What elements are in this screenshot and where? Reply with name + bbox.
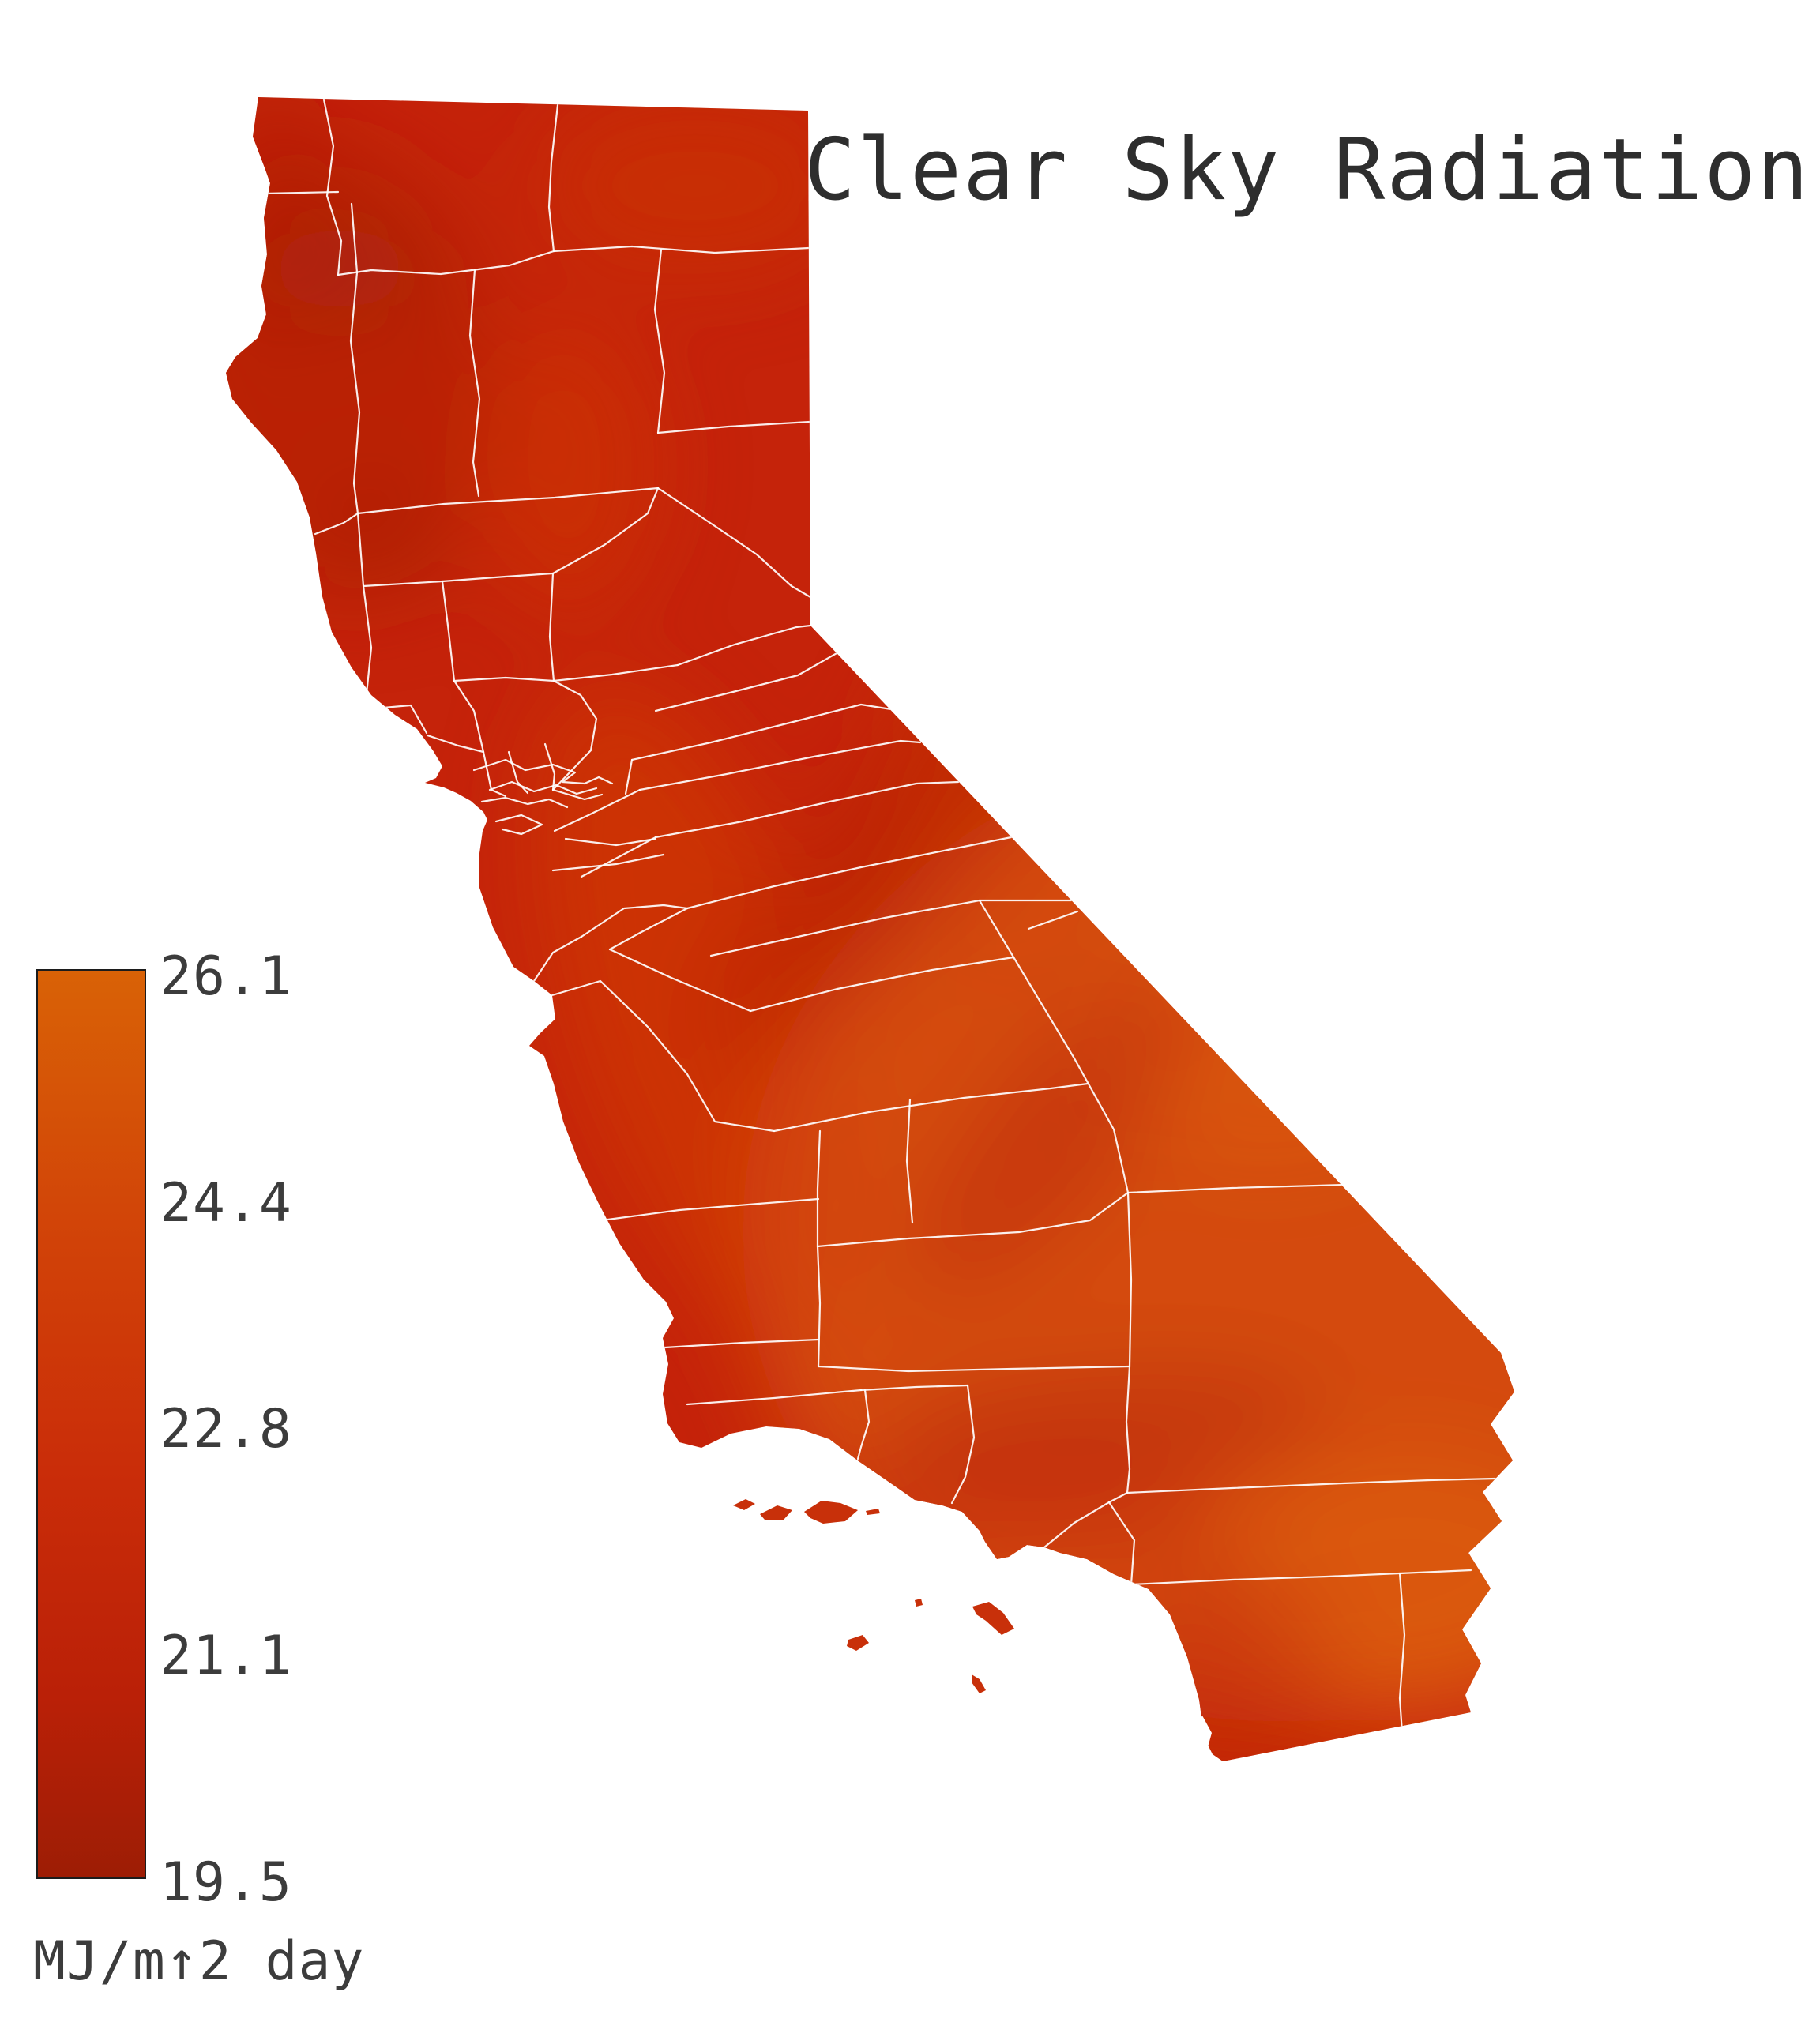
radiation-texture [226, 97, 1514, 1761]
plot-title: Clear Sky Radiation [804, 121, 1810, 220]
santa-rosa-island [760, 1505, 792, 1520]
humboldt-bay-notch [251, 294, 261, 318]
colorbar [36, 969, 146, 1879]
county-boundaries [264, 98, 1497, 1746]
san-clemente-island [972, 1674, 986, 1693]
anacapa-island [866, 1509, 880, 1515]
colorbar-tick-max: 26.1 [160, 945, 292, 1008]
colorbar-tick-min: 19.5 [160, 1851, 292, 1914]
colorbar-tick-labels: 26.1 24.4 22.8 21.1 19.5 [160, 945, 292, 1914]
san-miguel-island [733, 1499, 755, 1510]
santa-barbara-island [915, 1599, 923, 1607]
colorbar-tick-mid: 22.8 [160, 1398, 292, 1460]
california-shape [226, 97, 1514, 1761]
colorbar-tick-lower: 21.1 [160, 1625, 292, 1687]
santa-cruz-island [804, 1501, 858, 1524]
catalina-island [972, 1602, 1014, 1635]
colorbar-tick-upper: 24.4 [160, 1172, 292, 1235]
san-nicolas-island [847, 1635, 869, 1651]
channel-islands [733, 1499, 1014, 1693]
colorbar-unit-label: MJ/m↑2 day [33, 1930, 364, 1993]
san-diego-bay-notch [1198, 1716, 1212, 1747]
